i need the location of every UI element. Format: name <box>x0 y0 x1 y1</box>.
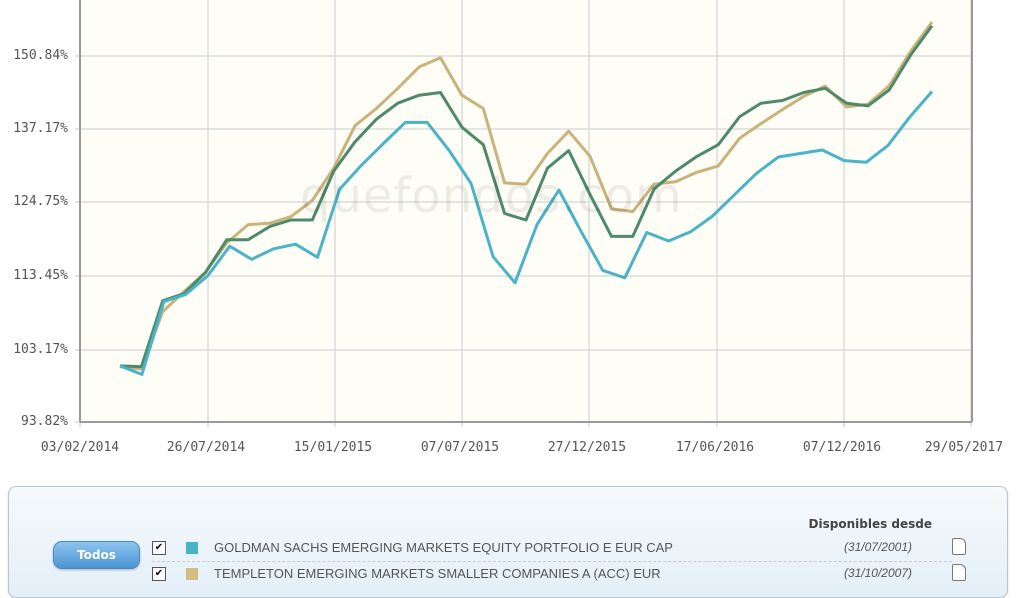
y-tick-label: 150.84% <box>13 48 68 63</box>
series-checkbox[interactable]: ✔ <box>152 541 166 555</box>
x-tick-label: 07/07/2015 <box>420 440 500 455</box>
select-all-button[interactable]: Todos <box>53 541 140 569</box>
available-since-header: Disponibles desde <box>808 517 932 531</box>
x-tick-label: 27/12/2015 <box>547 440 627 455</box>
x-tick-label: 07/12/2016 <box>802 440 882 455</box>
series-line <box>119 21 934 371</box>
row-divider <box>152 561 952 562</box>
y-tick-label: 124.75% <box>13 194 68 209</box>
legend-item: ✔ GOLDMAN SACHS EMERGING MARKETS EQUITY … <box>152 537 972 559</box>
series-name: GOLDMAN SACHS EMERGING MARKETS EQUITY PO… <box>214 540 673 555</box>
y-tick-label: 103.17% <box>13 342 68 357</box>
series-line <box>119 90 934 376</box>
x-tick-label: 26/07/2014 <box>166 440 246 455</box>
y-tick-label: 93.82% <box>21 414 68 429</box>
available-since-date: (31/10/2007) <box>843 566 912 580</box>
series-name: TEMPLETON EMERGING MARKETS SMALLER COMPA… <box>214 566 661 581</box>
y-tick-label: 113.45% <box>13 268 68 283</box>
x-tick-label: 29/05/2017 <box>924 440 1004 455</box>
series-checkbox[interactable]: ✔ <box>152 567 166 581</box>
legend-panel: Disponibles desde Todos ✔ GOLDMAN SACHS … <box>8 486 1008 598</box>
legend-item: ✔ TEMPLETON EMERGING MARKETS SMALLER COM… <box>152 563 972 585</box>
x-tick-label: 17/06/2016 <box>675 440 755 455</box>
available-since-date: (31/07/2001) <box>843 540 912 554</box>
series-color-swatch <box>186 568 198 580</box>
series-line <box>119 24 934 369</box>
document-icon[interactable] <box>952 538 966 555</box>
y-tick-label: 137.17% <box>13 121 68 136</box>
document-icon[interactable] <box>952 564 966 581</box>
x-tick-label: 15/01/2015 <box>293 440 373 455</box>
performance-chart: quefondos.com 150.84% 137.17% 124.75% 11… <box>13 0 1004 455</box>
x-tick-label: 03/02/2014 <box>40 440 120 455</box>
chart-plot <box>75 0 973 427</box>
series-color-swatch <box>186 542 198 554</box>
